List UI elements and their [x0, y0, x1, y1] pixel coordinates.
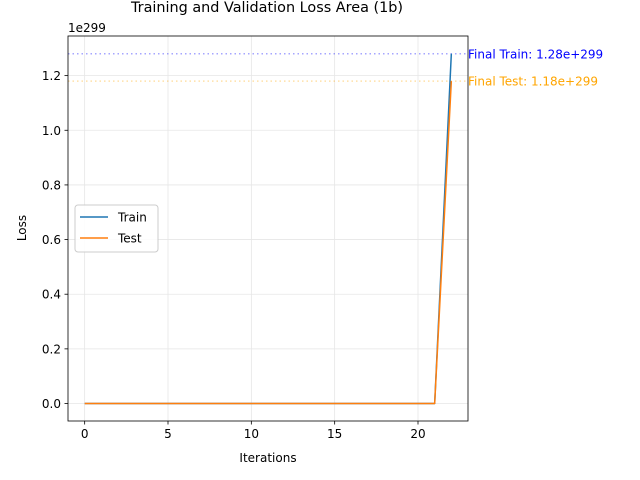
axes-frame	[67, 35, 469, 422]
legend-label: Test	[117, 232, 142, 246]
y-axis-ticks: 0.0 0.2 0.4 0.6 0.8 1.0 1.2	[42, 69, 68, 411]
y-tick-label: 0.4	[42, 288, 61, 302]
x-tick-label: 10	[244, 427, 259, 441]
x-tick-label: 20	[410, 427, 425, 441]
x-tick-label: 15	[327, 427, 342, 441]
x-axis-ticks: 0 5 10 15 20	[81, 421, 426, 441]
reference-label: Final Test: 1.18e+299	[468, 75, 598, 89]
y-tick-label: 1.0	[42, 124, 61, 138]
y-axis-label: Loss	[15, 215, 29, 241]
reference-lines	[68, 53, 468, 82]
y-tick-label: 0.6	[42, 233, 61, 247]
reference-label: Final Train: 1.28e+299	[468, 47, 603, 61]
legend: Train Test	[74, 204, 159, 253]
y-tick-label: 1.2	[42, 69, 61, 83]
chart-title: Training and Validation Loss Area (1b)	[130, 0, 403, 16]
y-axis-scale-label: 1e299	[68, 21, 106, 35]
y-tick-label: 0.8	[42, 178, 61, 192]
series-line-test	[84, 81, 453, 405]
x-axis-label: Iterations	[239, 451, 296, 465]
reference-labels: Final Train: 1.28e+299 Final Test: 1.18e+…	[468, 47, 603, 88]
x-tick-label: 0	[81, 427, 89, 441]
legend-label: Train	[117, 211, 147, 225]
x-tick-label: 5	[164, 427, 172, 441]
series-layer	[84, 53, 453, 405]
y-tick-label: 0.0	[42, 397, 61, 411]
y-tick-label: 0.2	[42, 342, 61, 356]
